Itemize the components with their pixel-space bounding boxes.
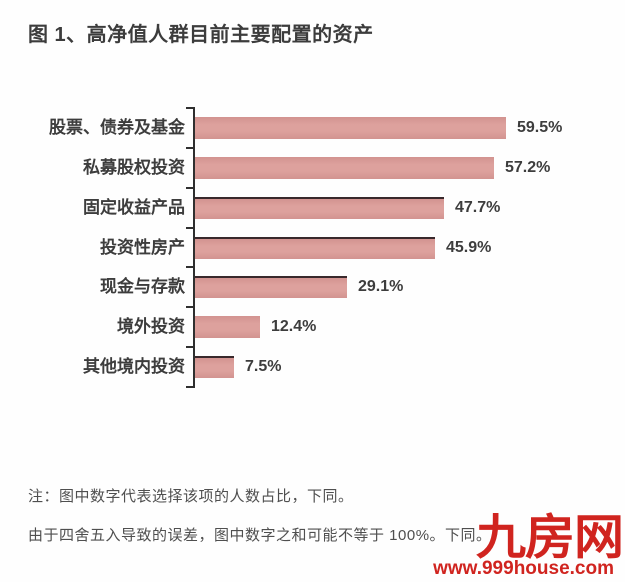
value-label: 57.2% xyxy=(505,159,551,176)
category-label: 投资性房产 xyxy=(100,238,185,257)
axis-tick xyxy=(186,346,193,348)
category-label: 私募股权投资 xyxy=(83,158,185,177)
figure-title: 图 1、高净值人群目前主要配置的资产 xyxy=(28,24,374,46)
bar xyxy=(195,197,444,219)
value-label: 7.5% xyxy=(245,358,282,375)
axis-tick xyxy=(186,386,193,388)
bar xyxy=(195,356,234,378)
axis-tick xyxy=(186,187,193,189)
bar xyxy=(195,316,260,338)
axis-tick xyxy=(186,107,193,109)
footnote-line-2: 由于四舍五入导致的误差，图中数字之和可能不等于 100%。下同。 xyxy=(28,527,492,544)
bar xyxy=(195,117,506,139)
axis-tick xyxy=(186,227,193,229)
value-label: 59.5% xyxy=(517,119,563,136)
axis-tick xyxy=(186,147,193,149)
bar xyxy=(195,276,347,298)
category-axis-line xyxy=(193,107,195,388)
watermark: 九房网 www.999house.com xyxy=(433,510,624,580)
axis-tick xyxy=(186,306,193,308)
category-label: 固定收益产品 xyxy=(83,198,185,217)
axis-tick xyxy=(186,266,193,268)
category-label: 境外投资 xyxy=(117,317,185,336)
value-label: 29.1% xyxy=(358,278,404,295)
value-label: 12.4% xyxy=(271,318,317,335)
footnote-line-1: 注：图中数字代表选择该项的人数占比，下同。 xyxy=(28,488,354,505)
brand-url: www.999house.com xyxy=(433,558,614,580)
value-label: 47.7% xyxy=(455,199,501,216)
value-label: 45.9% xyxy=(446,239,492,256)
bar xyxy=(195,237,435,259)
category-label: 股票、债券及基金 xyxy=(49,118,185,137)
bar xyxy=(195,157,494,179)
bar-chart: 股票、债券及基金 59.5% 私募股权投资 57.2% 固定收益产品 47.7% 投资性房产… xyxy=(0,107,625,388)
brand-logo-text: 九房网 xyxy=(476,510,624,564)
category-label: 现金与存款 xyxy=(100,277,185,296)
category-label: 其他境内投资 xyxy=(83,357,185,376)
